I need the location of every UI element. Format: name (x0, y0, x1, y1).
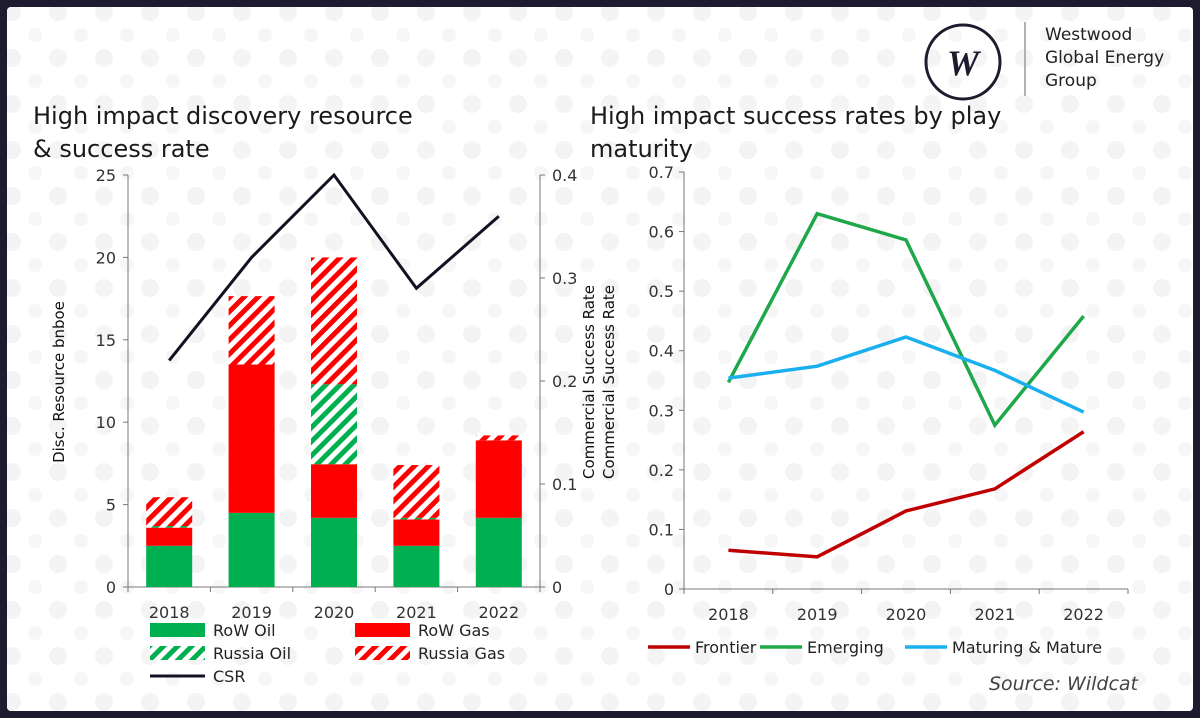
x-tick-label: 2021 (396, 603, 437, 622)
bar-row-gas (228, 364, 275, 513)
y-tick-label: 0 (664, 580, 674, 599)
y2-tick-label: 0 (552, 578, 562, 597)
y-tick-label: 15 (96, 331, 116, 350)
logo-letter: W (947, 43, 982, 83)
chart-panel: W Westwood Global Energy Group High impa… (7, 7, 1193, 711)
y-tick-label: 20 (96, 248, 116, 267)
x-tick-label: 2019 (231, 603, 272, 622)
bar-russia-oil (146, 526, 193, 528)
legend-label: Emerging (807, 638, 884, 657)
right-chart-title-1: High impact success rates by play (590, 102, 1001, 130)
bar-row-gas (393, 519, 440, 546)
legend-swatch (355, 623, 410, 637)
y2-tick-label: 0.2 (552, 372, 577, 391)
y-tick-label: 0.7 (649, 163, 674, 182)
bar-row-gas (146, 527, 193, 546)
bar-row-gas (311, 464, 357, 518)
right-y-axis-label: Commercial Success Rate (600, 285, 618, 479)
y-tick-label: 0 (106, 578, 116, 597)
line-frontier (728, 430, 1085, 559)
x-tick-label: 2020 (886, 605, 927, 624)
x-tick-label: 2020 (314, 603, 355, 622)
legend-label: Maturing & Mature (952, 638, 1102, 657)
x-tick-label: 2022 (1063, 605, 1104, 624)
brand-line-2: Global Energy (1045, 48, 1164, 68)
y-tick-label: 25 (96, 166, 116, 185)
right-chart-title-2: maturity (590, 135, 693, 163)
y-tick-label: 10 (96, 413, 116, 432)
bar-row-oil (228, 512, 275, 587)
bar-russia-gas (475, 435, 522, 441)
csr-line (168, 172, 500, 362)
legend-swatch (355, 646, 410, 660)
bar-row-oil (146, 545, 193, 587)
bar-row-oil (475, 517, 522, 587)
legend-swatch (150, 623, 205, 637)
legend-label: RoW Oil (213, 621, 276, 640)
left-chart-title-2: & success rate (33, 135, 210, 163)
legend-label: Russia Gas (418, 644, 505, 663)
legend-label: RoW Gas (418, 621, 490, 640)
bar-row-oil (393, 545, 440, 587)
left-chart-title-1: High impact discovery resource (33, 102, 413, 130)
y-tick-label: 5 (106, 496, 116, 515)
bar-russia-oil (311, 384, 357, 465)
left-y-axis-label: Disc. Resource bnboe (50, 301, 68, 463)
y2-tick-label: 0.1 (552, 475, 577, 494)
brand-line-3: Group (1045, 71, 1097, 91)
legend-label: Frontier (695, 638, 757, 657)
bar-row-gas (475, 440, 522, 518)
bar-russia-oil (393, 517, 440, 520)
charts-canvas: W Westwood Global Energy Group High impa… (7, 7, 1193, 711)
logo-circle-icon (924, 23, 1002, 101)
line-emerging (726, 211, 1085, 429)
dotted-background (7, 7, 1193, 711)
bar-russia-gas (393, 465, 440, 518)
y-tick-label: 0.5 (649, 282, 674, 301)
line-maturing-mature (728, 335, 1085, 414)
y-tick-label: 0.3 (649, 401, 674, 420)
bar-russia-gas (311, 257, 357, 385)
westwood-logo: W Westwood Global Energy Group (924, 22, 1164, 101)
y2-tick-label: 0.3 (552, 269, 577, 288)
legend-label: CSR (213, 667, 245, 686)
x-tick-label: 2022 (478, 603, 519, 622)
x-tick-label: 2018 (149, 603, 190, 622)
y-tick-label: 0.4 (649, 342, 674, 361)
y-tick-label: 0.1 (649, 520, 674, 539)
source-note: Source: Wildcat (989, 673, 1140, 695)
y-tick-label: 0.6 (649, 223, 674, 242)
y-tick-label: 0.2 (649, 461, 674, 480)
x-tick-label: 2021 (974, 605, 1015, 624)
legend-label: Russia Oil (213, 644, 291, 663)
brand-line-1: Westwood (1045, 25, 1132, 45)
legend-swatch (150, 646, 205, 660)
bar-russia-gas (228, 296, 275, 365)
y2-tick-label: 0.4 (552, 166, 577, 185)
bar-russia-gas (146, 497, 193, 527)
left-y2-axis-label: Commercial Success Rate (580, 285, 598, 479)
x-tick-label: 2019 (797, 605, 838, 624)
x-tick-label: 2018 (708, 605, 749, 624)
bar-row-oil (311, 517, 357, 587)
